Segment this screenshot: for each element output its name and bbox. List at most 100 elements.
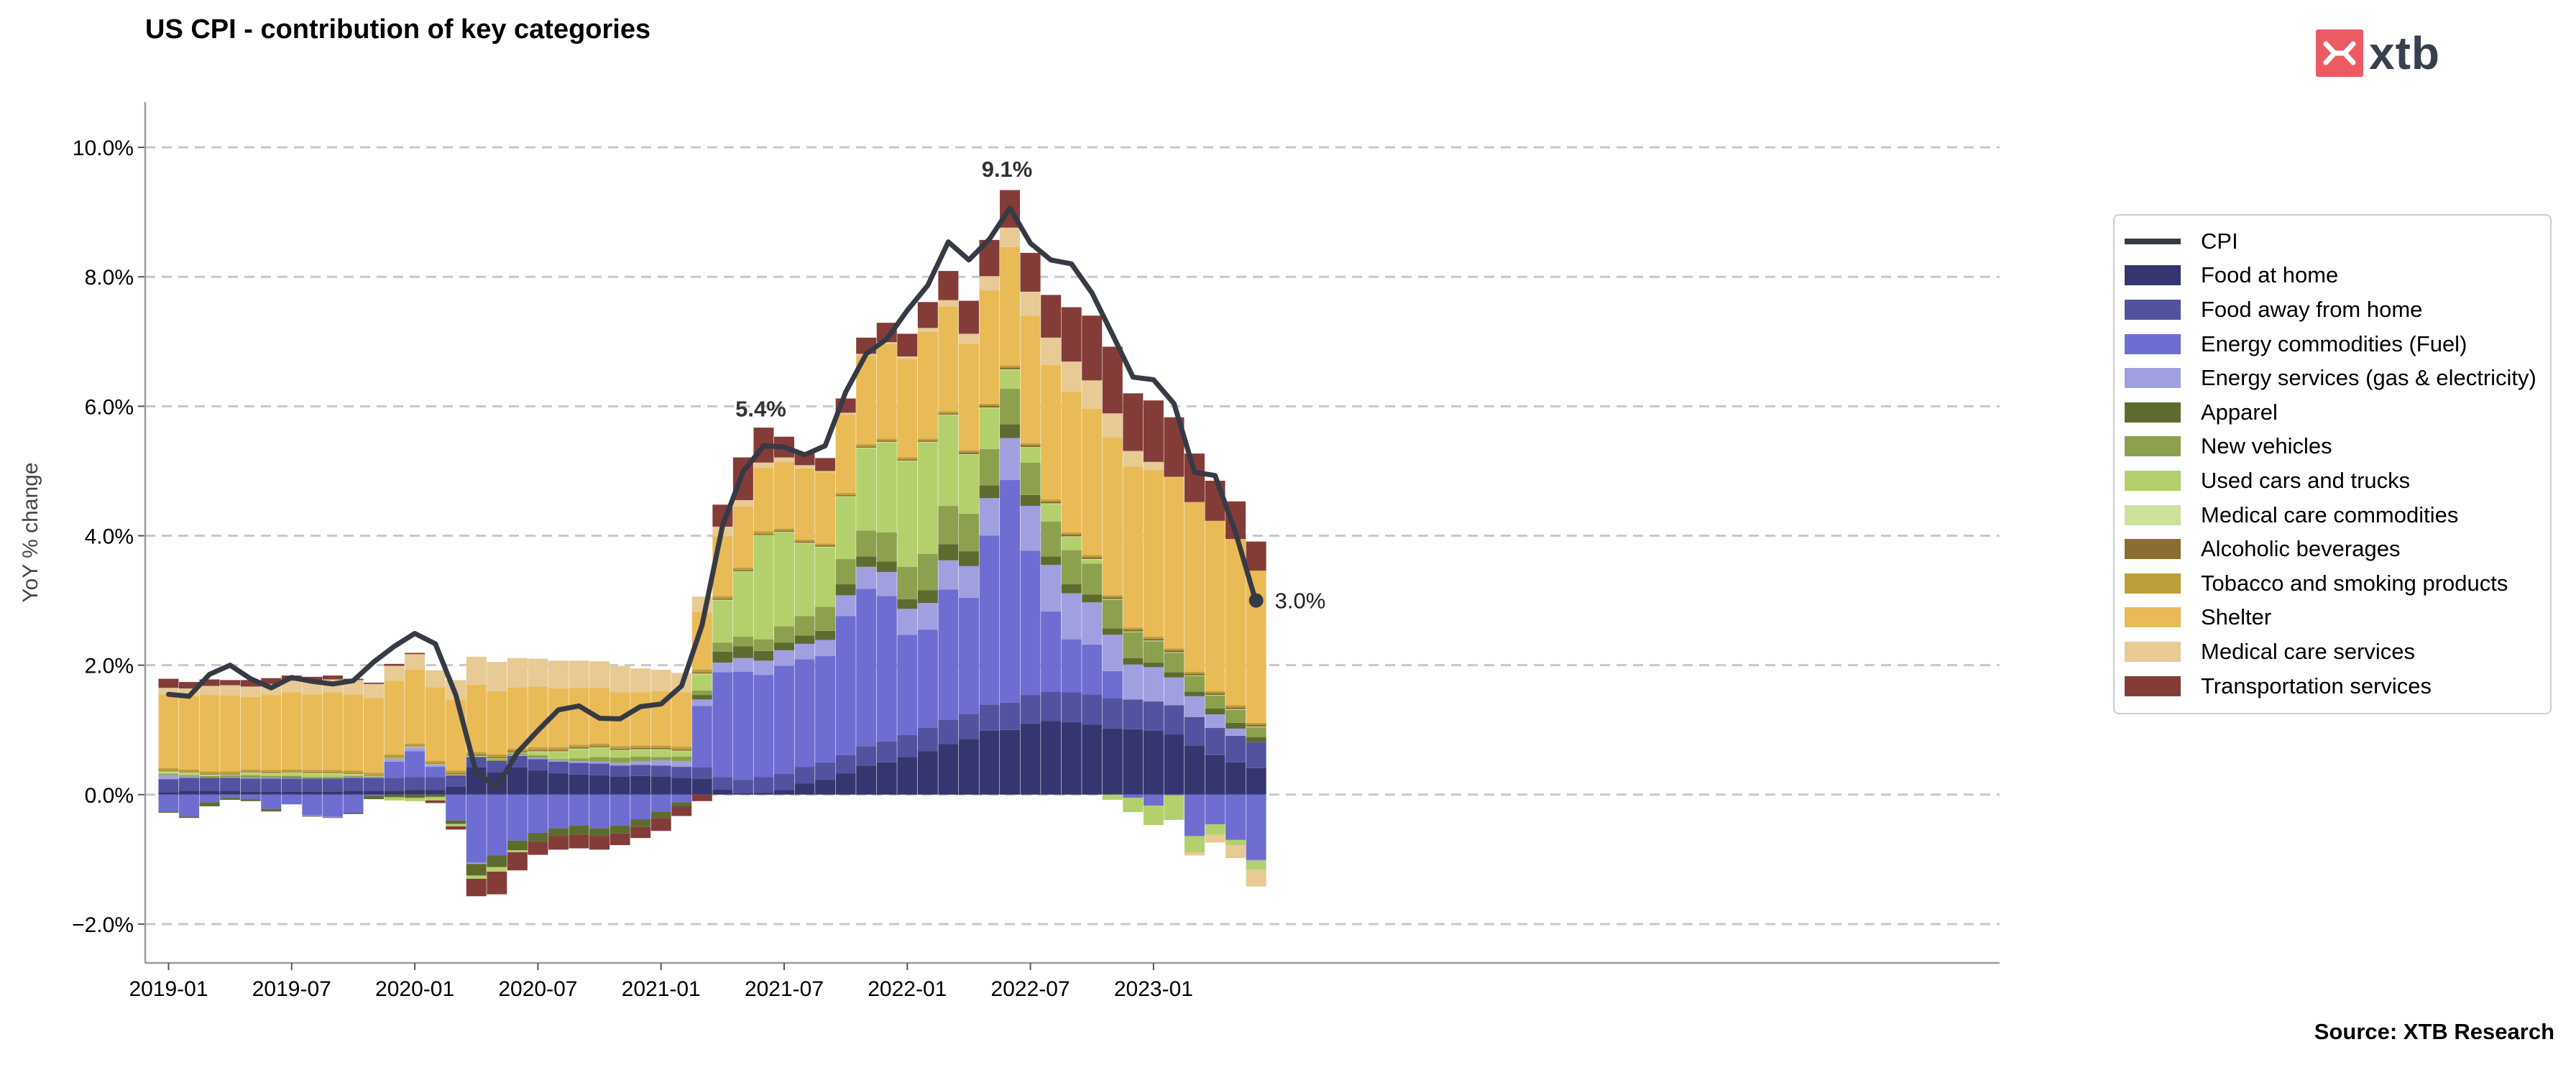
bar-segment — [405, 798, 426, 801]
bar-segment — [446, 824, 466, 826]
bar-segment — [1123, 632, 1144, 658]
bar-segment — [261, 794, 282, 809]
bar-segment — [589, 757, 610, 762]
bar-segment — [1164, 672, 1184, 678]
bar-segment — [487, 760, 507, 772]
bar-segment — [364, 775, 384, 777]
bar-segment — [753, 533, 774, 535]
bar-segment — [261, 808, 282, 812]
bar-segment — [507, 687, 528, 749]
bar-segment — [1082, 563, 1103, 595]
bar-segment — [343, 777, 364, 778]
bar-segment — [1020, 494, 1041, 507]
bar-segment — [897, 333, 918, 356]
bar-segment — [753, 467, 774, 532]
bar-segment — [897, 757, 918, 795]
bar-segment — [466, 875, 487, 879]
bar-segment — [528, 752, 548, 755]
bar-segment — [774, 530, 794, 532]
bar-segment — [1164, 705, 1184, 735]
bar-segment — [1246, 742, 1266, 768]
bar-segment — [425, 670, 446, 688]
bar-segment — [1184, 502, 1205, 672]
bar-segment — [671, 767, 692, 778]
bar-segment — [179, 776, 200, 778]
bar-segment — [343, 778, 364, 791]
bar-segment — [774, 650, 794, 666]
bar-segment — [302, 772, 323, 774]
bar-segment — [446, 773, 466, 775]
bar-segment — [322, 773, 343, 774]
bar-segment — [1246, 541, 1266, 571]
bar-segment — [1082, 724, 1103, 795]
bar-segment — [589, 743, 610, 747]
x-tick-label: 2019-07 — [252, 977, 331, 1001]
bar-segment — [1225, 728, 1246, 736]
brand-logo: xtb — [2316, 27, 2440, 79]
bar-segment — [528, 755, 548, 758]
bar-segment — [425, 764, 446, 765]
bar-segment — [1164, 650, 1184, 652]
bar-segment — [958, 452, 979, 455]
bar-segment — [753, 777, 774, 793]
bar-segment — [876, 596, 897, 742]
bar-segment — [856, 765, 877, 795]
bar-segment — [979, 408, 1000, 449]
bar-segment — [1061, 639, 1082, 693]
bar-segment — [466, 878, 487, 897]
bar-segment — [1246, 727, 1266, 737]
bar-segment — [158, 794, 179, 812]
bar-segment — [1041, 504, 1062, 522]
legend-label: Food at home — [2201, 262, 2339, 288]
bar-segment — [466, 755, 487, 757]
legend-label: Apparel — [2201, 399, 2278, 425]
bar-segment — [1123, 658, 1144, 665]
bar-segment — [589, 747, 610, 748]
bar-segment — [1143, 794, 1164, 806]
bar-segment — [1000, 369, 1021, 370]
bar-segment — [1123, 699, 1144, 729]
bar-segment — [1102, 437, 1123, 596]
bar-segment — [589, 761, 610, 764]
bar-segment — [794, 541, 815, 543]
legend-swatch — [2125, 539, 2181, 560]
bar-segment — [630, 765, 651, 776]
bar-segment — [753, 535, 774, 640]
bar-segment — [856, 446, 877, 448]
legend-item: Energy commodities (Fuel) — [2115, 327, 2550, 361]
bar-segment — [1061, 534, 1082, 537]
bar-segment — [548, 760, 569, 762]
bar-segment — [610, 765, 630, 777]
bar-segment — [671, 760, 692, 767]
bar-segment — [876, 532, 897, 562]
bar-segment — [671, 794, 692, 803]
bar-segment — [1184, 675, 1205, 676]
bar-segment — [384, 797, 405, 801]
bar-segment — [507, 850, 528, 852]
bar-segment — [630, 756, 651, 762]
bar-segment — [650, 750, 671, 757]
bar-segment — [240, 772, 261, 774]
bar-segment — [302, 816, 323, 817]
bar-segment — [1041, 611, 1062, 692]
bar-segment — [630, 761, 651, 765]
bar-segment — [650, 669, 671, 691]
bar-segment — [815, 607, 836, 631]
bar-segment — [917, 441, 938, 442]
bar-segment — [897, 609, 918, 635]
bar-segment — [569, 794, 589, 826]
bar-segment — [1020, 291, 1041, 316]
bar-segment — [1225, 735, 1246, 762]
xtb-mark-icon — [2316, 29, 2363, 77]
bar-segment — [240, 799, 261, 801]
bar-segment — [979, 704, 1000, 731]
bar-segment — [815, 471, 836, 473]
bar-segment — [732, 646, 753, 658]
bar-segment — [1020, 723, 1041, 795]
legend-swatch — [2125, 504, 2181, 525]
bar-segment — [1000, 424, 1021, 438]
bar-segment — [405, 794, 426, 798]
bar-segment — [548, 752, 569, 760]
bar-segment — [712, 598, 733, 600]
bar-segment — [487, 758, 507, 760]
